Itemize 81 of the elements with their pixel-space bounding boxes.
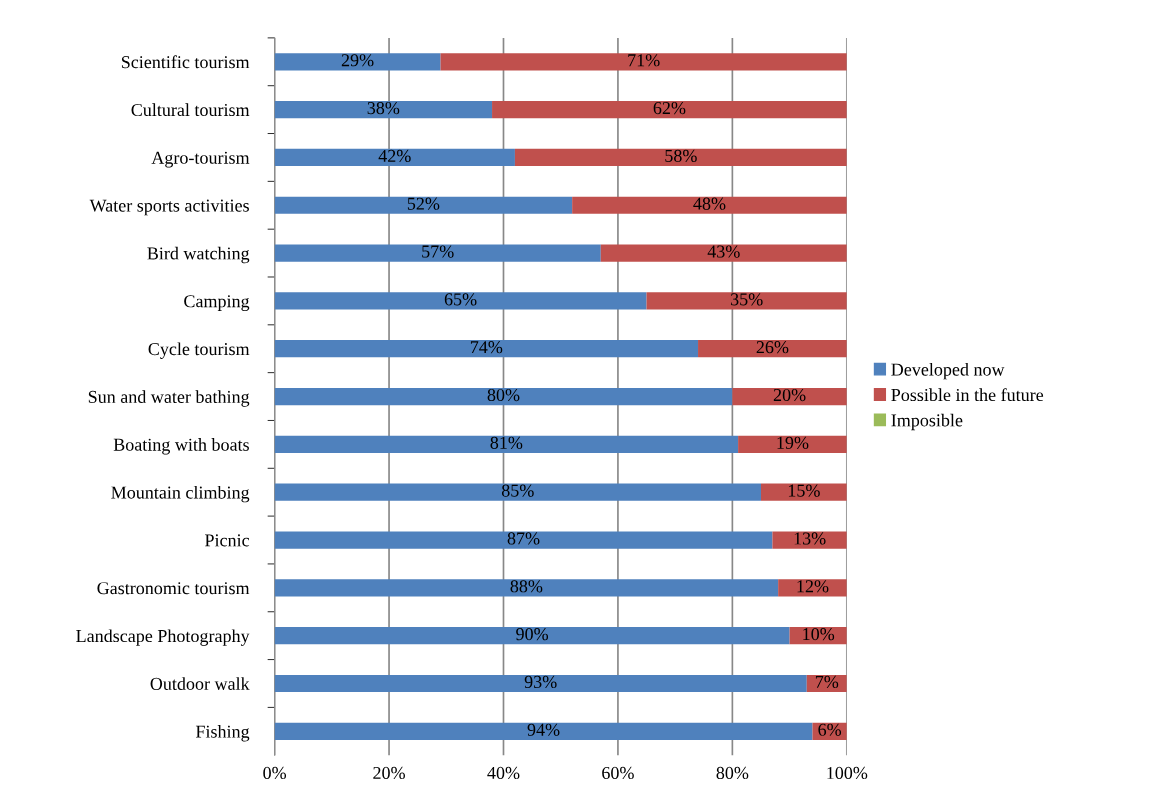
- bar: [778, 579, 847, 597]
- bar: [732, 387, 847, 406]
- bar: [760, 483, 847, 501]
- data-label: 19%: [777, 436, 809, 449]
- data-label: 42%: [378, 149, 411, 163]
- bar: [274, 244, 601, 262]
- data-label: 65%: [444, 293, 477, 306]
- data-label: 94%: [527, 723, 560, 736]
- x-tick-label: 60%: [602, 766, 634, 780]
- data-label: 7%: [815, 675, 839, 689]
- legend-label: Developed now: [891, 362, 1005, 380]
- bar: [772, 531, 847, 549]
- data-label: 38%: [367, 101, 400, 115]
- data-label: 74%: [470, 341, 503, 354]
- x-tick-label: 100%: [827, 766, 868, 780]
- bar: [698, 340, 847, 358]
- bar: [646, 292, 847, 310]
- y-tick-label: Sun and water bathing: [88, 390, 250, 407]
- y-tick-label: Cultural tourism: [131, 103, 250, 117]
- data-label: 52%: [407, 197, 440, 210]
- legend-label: Possible in the future: [891, 388, 1044, 402]
- data-label: 88%: [510, 580, 543, 593]
- bar: [274, 292, 647, 310]
- x-tick-label: 80%: [716, 766, 749, 780]
- bar: [274, 627, 790, 645]
- y-tick-label: Water sports activities: [89, 199, 249, 216]
- y-tick-label: Outdoor walk: [150, 677, 250, 690]
- y-tick-label: Cycle tourism: [148, 342, 250, 359]
- y-tick-label: Boating with boats: [113, 438, 249, 455]
- data-label: 35%: [730, 293, 763, 306]
- bar: [514, 148, 847, 167]
- y-tick-label: Picnic: [205, 534, 250, 547]
- data-label: 43%: [707, 245, 740, 258]
- data-label: 90%: [516, 628, 549, 641]
- x-tick-label: 0%: [263, 766, 287, 780]
- bar: [274, 722, 813, 740]
- data-label: 58%: [665, 149, 697, 163]
- data-label: 93%: [524, 675, 557, 689]
- data-label: 15%: [788, 484, 820, 497]
- bar: [274, 674, 807, 693]
- data-label: 12%: [797, 580, 829, 593]
- y-tick-label: Bird watching: [147, 246, 250, 264]
- data-label: 87%: [507, 532, 540, 545]
- y-tick-label: Fishing: [195, 725, 250, 742]
- data-label: 48%: [693, 197, 726, 210]
- x-tick-label: 40%: [487, 766, 520, 780]
- legend-label: Imposible: [891, 413, 963, 431]
- y-tick-label: Mountain climbing: [111, 485, 250, 503]
- bar: [274, 53, 441, 71]
- bar: [274, 579, 779, 597]
- data-label: 29%: [341, 54, 374, 67]
- data-label: 13%: [794, 532, 826, 545]
- data-label: 26%: [756, 341, 789, 354]
- data-label: 20%: [773, 388, 806, 402]
- data-label: 10%: [803, 628, 835, 641]
- data-label: 62%: [653, 101, 686, 115]
- data-label: 6%: [818, 723, 842, 736]
- bar: [274, 148, 515, 167]
- bar: [600, 244, 847, 262]
- data-label: 81%: [490, 436, 523, 449]
- y-tick-label: Camping: [184, 295, 250, 312]
- data-label: 85%: [501, 484, 534, 497]
- bar: [274, 196, 573, 214]
- data-label: 71%: [628, 54, 660, 67]
- data-label: 57%: [422, 245, 454, 258]
- x-tick-label: 20%: [373, 766, 405, 780]
- y-tick-label: Landscape Photography: [76, 629, 250, 646]
- bar: [274, 435, 739, 453]
- bar: [274, 483, 761, 501]
- bar: [738, 435, 847, 453]
- bar: [274, 387, 733, 406]
- y-tick-label: Gastronomic tourism: [97, 582, 250, 595]
- y-tick-label: Scientific tourism: [121, 55, 250, 69]
- bar: [440, 53, 847, 71]
- bar: [274, 531, 773, 549]
- bar: [492, 101, 847, 119]
- bar: [274, 340, 699, 358]
- data-label: 80%: [487, 388, 520, 402]
- y-tick-label: Agro-tourism: [151, 151, 250, 168]
- bar: [572, 196, 847, 214]
- bar: [274, 101, 493, 119]
